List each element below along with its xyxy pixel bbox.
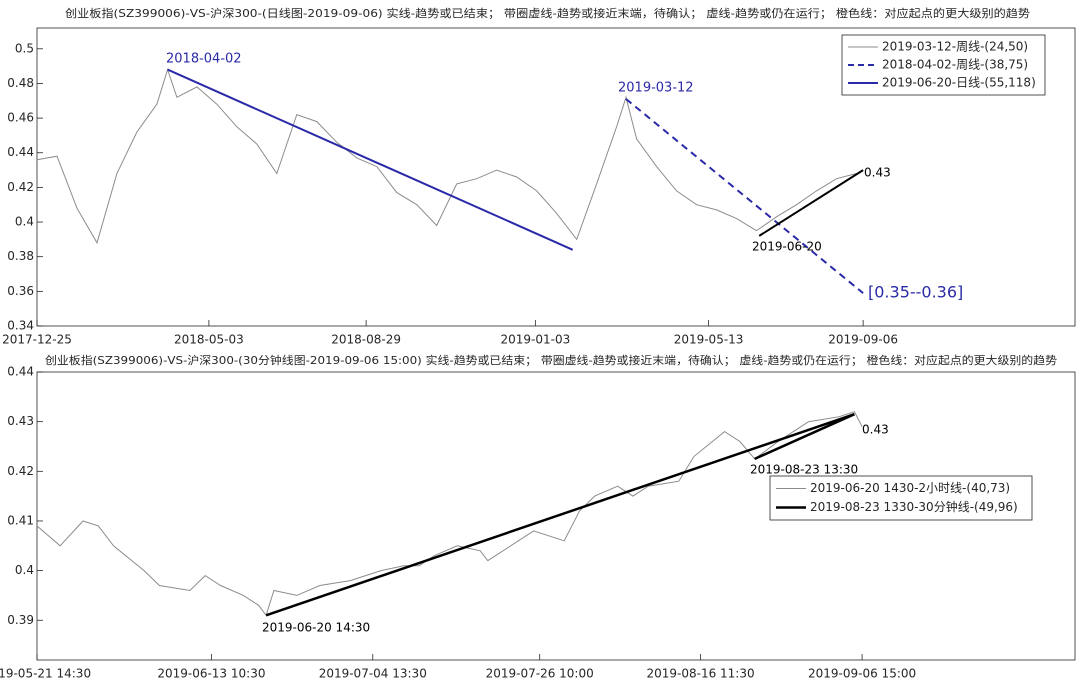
x-tick-label: 2018-08-29 (331, 333, 401, 347)
x-tick-label: 2018-05-03 (174, 333, 244, 347)
series-line (265, 413, 855, 617)
annotation: 2018-04-02 (166, 52, 242, 67)
y-tick-label: 0.42 (7, 464, 34, 478)
annotation: 2019-03-12 (618, 81, 694, 96)
x-tick-label: 2019-05-13 (674, 333, 744, 347)
y-tick-label: 0.44 (7, 365, 34, 379)
x-tick-label: 2019-06-13 10:30 (157, 667, 265, 681)
y-tick-label: 0.4 (15, 215, 34, 229)
legend-label: 2019-06-20 1430-2小时线-(40,73) (810, 481, 1010, 495)
y-tick-label: 0.44 (7, 145, 34, 159)
y-tick-label: 0.36 (7, 284, 34, 298)
legend-label: 2019-06-20-日线-(55,118) (882, 76, 1036, 90)
legend-label: 2018-04-02-周线-(38,75) (882, 58, 1028, 72)
y-tick-label: 0.39 (7, 613, 34, 627)
y-tick-label: 0.42 (7, 180, 34, 194)
series-line (754, 413, 855, 461)
legend-label: 2019-08-23 1330-30分钟线-(49,96) (810, 499, 1018, 514)
annotation: 2019-06-20 14:30 (262, 621, 370, 635)
legend-box (769, 475, 1033, 521)
chart-title: 创业板指(SZ399006)-VS-沪深300-(30分钟线图-2019-09-… (45, 353, 1057, 367)
annotation: 0.43 (864, 166, 891, 180)
y-tick-label: 0.38 (7, 249, 34, 263)
x-tick-label: 2019-07-04 13:30 (319, 667, 427, 681)
legend-label: 2019-03-12-周线-(24,50) (882, 40, 1028, 54)
chart-title: 创业板指(SZ399006)-VS-沪深300-(日线图-2019-09-06)… (65, 6, 1030, 20)
x-tick-label: 2019-01-03 (500, 333, 570, 347)
y-tick-label: 0.34 (7, 319, 34, 333)
x-tick-label: 2019-08-16 11:30 (646, 667, 754, 681)
x-tick-label: 2019-05-21 14:30 (0, 667, 91, 681)
y-tick-label: 0.4 (15, 563, 34, 577)
legend-box (841, 34, 1046, 96)
x-tick-label: 2019-09-06 (828, 333, 898, 347)
series-line (758, 169, 864, 237)
series-line (625, 98, 864, 294)
y-tick-label: 0.48 (7, 76, 34, 90)
x-tick-label: 2019-09-06 15:00 (808, 667, 916, 681)
annotation: [0.35--0.36] (868, 283, 963, 302)
series-line (36, 67, 857, 245)
series-line (36, 411, 863, 617)
annotation: 2019-06-20 (752, 240, 822, 254)
annotation: 0.43 (862, 423, 889, 437)
y-tick-label: 0.5 (15, 41, 34, 55)
x-tick-label: 2017-12-25 (2, 333, 72, 347)
y-tick-label: 0.46 (7, 111, 34, 125)
annotation: 2019-08-23 13:30 (750, 463, 858, 477)
series-line (167, 68, 574, 251)
y-tick-label: 0.41 (7, 513, 34, 527)
y-tick-label: 0.43 (7, 414, 34, 428)
x-tick-label: 2019-07-26 10:00 (486, 667, 594, 681)
